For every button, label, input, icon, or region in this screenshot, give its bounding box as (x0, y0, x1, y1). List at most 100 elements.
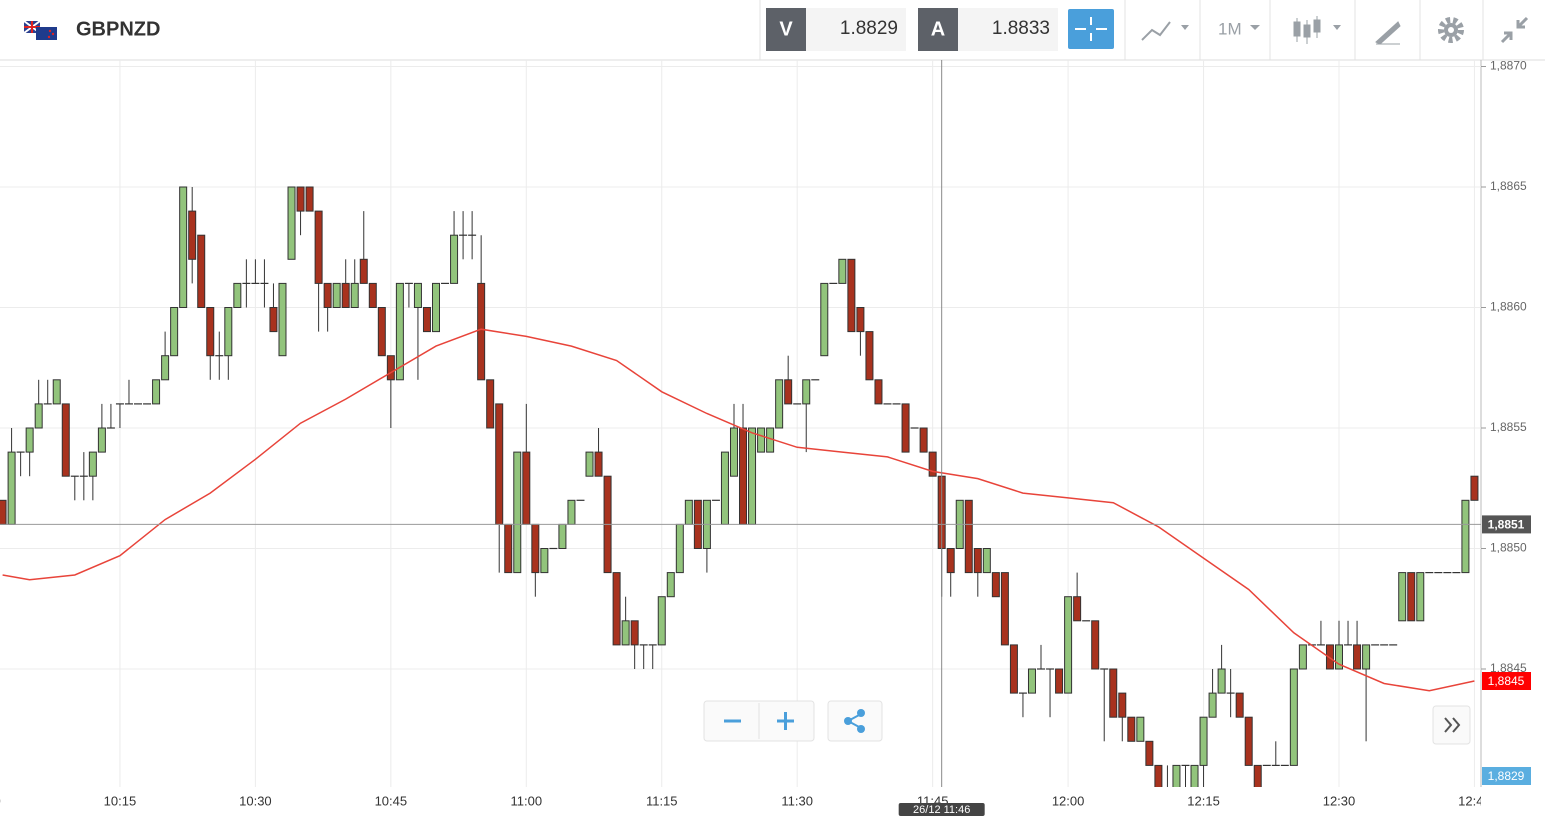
crosshair-button[interactable] (1068, 9, 1114, 49)
price-line-label-box (1482, 515, 1531, 534)
candle-body (621, 620, 630, 646)
buy-button[interactable]: A 1.8833 (918, 8, 1058, 51)
candle-body (594, 451, 603, 477)
candle-body (928, 451, 937, 477)
candle-body (61, 403, 70, 477)
candle-body (1154, 764, 1163, 787)
plot-area (0, 60, 1481, 787)
y-tick-label: 1,8845 (1490, 661, 1527, 675)
candle-body (7, 451, 16, 525)
candle-body (1325, 644, 1334, 670)
candle-body (477, 282, 486, 381)
candle-body (1136, 716, 1145, 742)
candle-body (991, 572, 1000, 598)
candle-body (1461, 499, 1470, 574)
candle-body (486, 379, 495, 429)
draw-button[interactable] (1375, 21, 1401, 45)
collapse-button[interactable] (1500, 16, 1529, 44)
scroll-right-button[interactable] (1432, 705, 1471, 745)
share-button[interactable] (827, 700, 883, 742)
y-tick-label: 1,8855 (1490, 420, 1527, 434)
candle-body (368, 282, 377, 308)
sell-marker-box (1482, 767, 1531, 785)
candle-body (684, 499, 693, 525)
candle-body (386, 355, 395, 381)
candle-body (729, 427, 738, 477)
sell-marker-label: 1,8829 (1488, 769, 1525, 783)
candle-body (1091, 620, 1100, 670)
candle-body (739, 427, 748, 525)
candle-body (1064, 596, 1073, 694)
settings-button[interactable] (1438, 17, 1464, 43)
candle-body (874, 379, 883, 405)
candle-body (1416, 572, 1425, 622)
y-tick-label: 1,8865 (1490, 179, 1527, 193)
candle-body (612, 572, 621, 646)
chart-type-button[interactable] (1141, 21, 1189, 41)
candle-body (179, 186, 188, 308)
candle-body (775, 379, 784, 429)
candle-style-button[interactable] (1293, 16, 1341, 44)
candle-body (666, 572, 675, 598)
candle-body (1470, 475, 1479, 501)
candle-body (413, 282, 422, 308)
y-axis: 1,8870 1,8865 1,8860 1,8855 1,8850 1,8845 (1481, 59, 1527, 675)
candle-body (784, 379, 793, 405)
candle-body (233, 282, 242, 308)
candle-body (531, 523, 540, 574)
candle-body (838, 258, 847, 284)
sell-button[interactable]: V 1.8829 (766, 8, 906, 51)
x-tick-label: 11:15 (646, 793, 678, 808)
sell-price: 1.8829 (840, 18, 898, 39)
candle-body (188, 210, 197, 260)
last-price-box (1482, 672, 1531, 690)
candle-body (1109, 668, 1118, 718)
candle-body (170, 307, 179, 357)
candle-body (1362, 644, 1371, 670)
candle-body (278, 282, 287, 357)
candle-body (25, 427, 34, 453)
candle-body (820, 282, 829, 357)
y-tick-label: 1,8860 (1490, 300, 1527, 314)
candle-body (1190, 764, 1199, 787)
crosshair-label: 26/12 11:46 (913, 804, 970, 816)
candle-body (1353, 644, 1362, 670)
candle-body (865, 331, 874, 381)
x-tick-label: 10:45 (375, 793, 408, 808)
candle-body (1145, 740, 1154, 766)
candle-body (1235, 692, 1244, 718)
y-tick-label: 1,8850 (1490, 541, 1527, 555)
candle-body (748, 427, 757, 525)
candle-body (847, 258, 856, 333)
candle-body (946, 548, 955, 574)
candle-body (1398, 572, 1407, 622)
candle-body (982, 548, 991, 574)
x-tick-label: 12:45 (1458, 793, 1491, 808)
candle-body (1208, 692, 1217, 718)
last-price-label: 1,8845 (1488, 674, 1525, 688)
candle-body (1172, 764, 1181, 787)
price-line-label: 1,8851 (1488, 518, 1525, 532)
candle-body (97, 427, 106, 453)
candle-body (1009, 644, 1018, 694)
candle-body (919, 427, 928, 453)
candle-body (757, 427, 766, 453)
candle-body (1127, 716, 1136, 742)
candle-body (422, 307, 431, 333)
candle-body (359, 258, 368, 284)
candle-body (1217, 668, 1226, 694)
zoom-in-button[interactable] (777, 712, 794, 730)
timeframe: 1M (1218, 19, 1242, 38)
candle-body (1253, 764, 1262, 787)
candle-body (522, 451, 531, 525)
candle-body (675, 523, 684, 574)
timeframe-button[interactable]: 1M (1218, 19, 1260, 38)
candle-body (206, 307, 215, 357)
candle-body (287, 186, 296, 260)
candle-body (432, 282, 440, 333)
candle-body (495, 403, 504, 525)
candle-body (540, 548, 549, 574)
candle-body (314, 210, 323, 284)
x-tick-label: 12:30 (1323, 793, 1356, 808)
